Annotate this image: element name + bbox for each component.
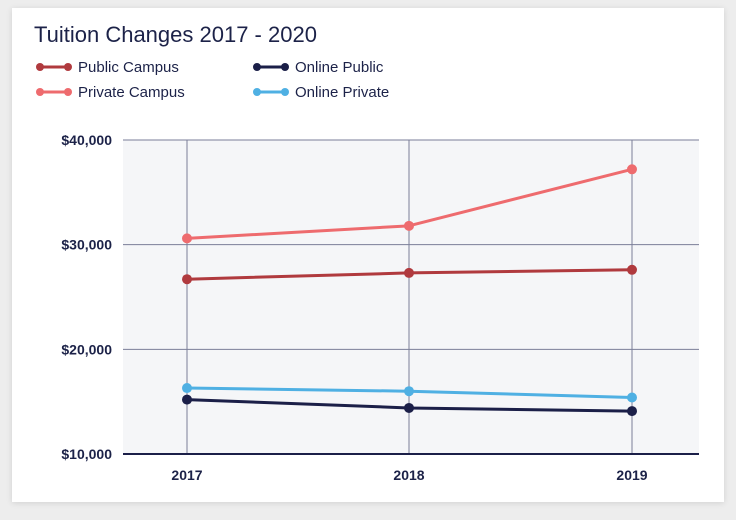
y-tick-label: $20,000	[61, 341, 112, 357]
legend-item-online-public[interactable]: Online Public	[253, 56, 383, 78]
legend-label: Online Public	[295, 58, 384, 76]
data-point-private-campus	[182, 233, 192, 244]
data-point-online-private	[404, 386, 414, 397]
data-point-online-private	[627, 392, 637, 403]
data-point-online-public	[404, 402, 414, 413]
data-point-online-private	[182, 383, 192, 394]
legend-swatch-online-public	[253, 63, 289, 71]
data-point-online-public	[182, 394, 192, 405]
legend-swatch-dot	[253, 88, 261, 96]
data-point-public-campus	[627, 264, 637, 275]
data-point-private-campus	[627, 164, 637, 175]
y-tick-label: $30,000	[61, 237, 112, 253]
legend-label: Public Campus	[78, 58, 179, 76]
data-point-public-campus	[182, 274, 192, 285]
legend-swatch-private-campus	[36, 88, 72, 96]
legend-swatch-dot	[36, 88, 44, 96]
legend-swatch-dot	[253, 63, 261, 71]
legend-item-online-private[interactable]: Online Private	[253, 81, 389, 103]
legend-item-private-campus[interactable]: Private Campus	[36, 81, 185, 103]
legend-item-public-campus[interactable]: Public Campus	[36, 56, 179, 78]
legend-swatch-online-private	[253, 88, 289, 96]
y-tick-label: $40,000	[61, 132, 112, 148]
chart-title: Tuition Changes 2017 - 2020	[34, 22, 317, 47]
data-point-public-campus	[404, 267, 414, 278]
x-tick-label: 2019	[616, 467, 647, 483]
data-point-private-campus	[404, 220, 414, 231]
legend-label: Private Campus	[78, 83, 185, 101]
x-tick-label: 2018	[393, 467, 424, 483]
x-tick-label: 2017	[171, 467, 202, 483]
data-point-online-public	[627, 406, 637, 417]
legend-swatch-dot	[281, 63, 289, 71]
legend-swatch-dot	[281, 88, 289, 96]
legend-label: Online Private	[295, 83, 390, 101]
legend-swatch-dot	[64, 88, 72, 96]
legend: Public Campus Online Public Private Camp…	[36, 56, 456, 108]
legend-swatch-dot	[64, 63, 72, 71]
legend-swatch-dot	[36, 63, 44, 71]
y-tick-label: $10,000	[61, 446, 112, 462]
legend-swatch-public-campus	[36, 63, 72, 71]
